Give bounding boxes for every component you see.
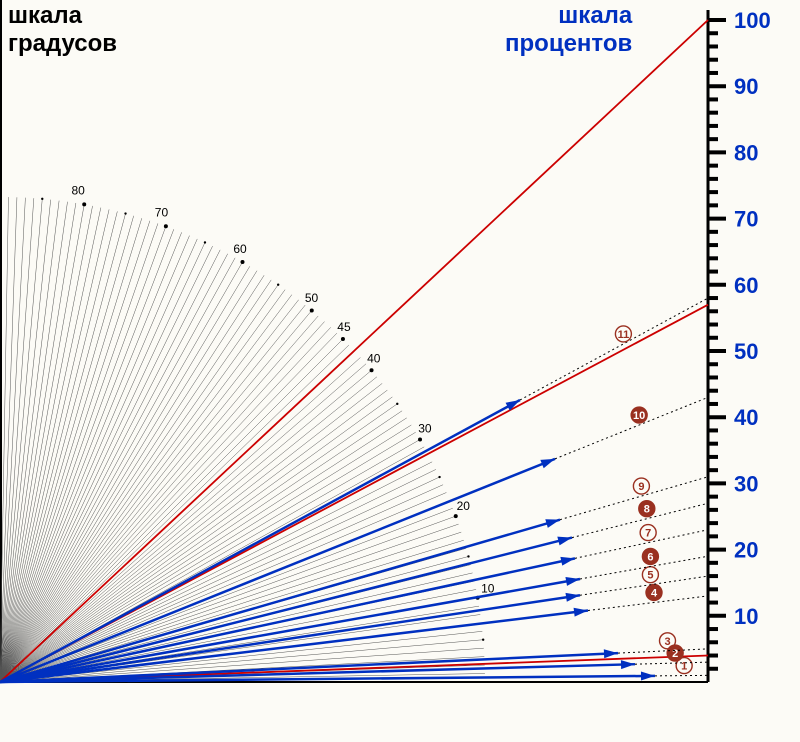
degree-label: 80	[71, 183, 85, 197]
marker-number: 4	[651, 588, 658, 600]
marker-number: 5	[647, 570, 653, 582]
percent-label: 60	[734, 273, 758, 298]
percent-label: 40	[734, 405, 758, 430]
marker-number: 6	[647, 551, 653, 563]
degree-label: 30	[418, 422, 432, 436]
percent-label: 80	[734, 140, 758, 165]
diagram-svg: 1020304050607080901001020304045506070801…	[0, 0, 800, 742]
marker-number: 7	[645, 528, 651, 540]
degree-label: 60	[233, 242, 247, 256]
marker-number: 9	[638, 481, 644, 493]
percent-label: 70	[734, 207, 758, 232]
marker-number: 2	[672, 648, 678, 660]
marker-number: 8	[644, 504, 650, 516]
percent-label: 90	[734, 74, 758, 99]
degree-label: 40	[367, 351, 381, 365]
percent-label: 10	[734, 604, 758, 629]
degree-label: 45	[337, 320, 351, 334]
marker-number: 11	[618, 329, 630, 341]
percent-label: 100	[734, 8, 771, 33]
marker-number: 10	[633, 410, 645, 422]
degree-label: 20	[457, 499, 471, 513]
percent-label: 30	[734, 471, 758, 496]
percent-label: 50	[734, 339, 758, 364]
degree-label: 50	[305, 291, 319, 305]
percent-label: 20	[734, 538, 758, 563]
marker-number: 3	[664, 636, 670, 648]
degree-label: 70	[155, 206, 169, 220]
